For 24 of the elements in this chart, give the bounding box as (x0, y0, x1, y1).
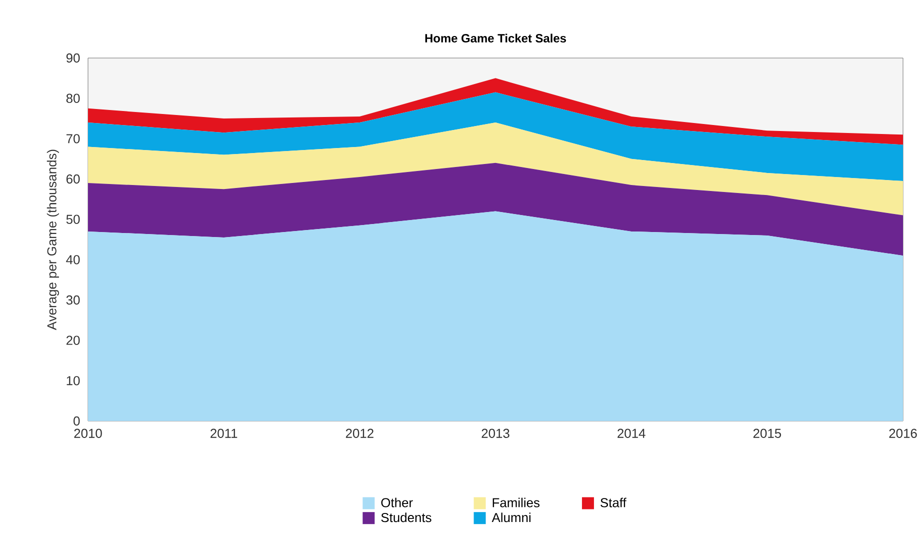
legend-label: Alumni (492, 512, 530, 522)
y-tick-label: 60 (66, 174, 80, 184)
x-tick-label: 2013 (482, 428, 510, 438)
chart-title: Home Game Ticket Sales (425, 34, 566, 42)
legend-label: Staff (600, 498, 626, 508)
x-tick-label: 2015 (753, 428, 782, 438)
y-tick-label: 40 (66, 255, 80, 264)
y-tick-label: 80 (66, 94, 80, 103)
x-tick-label: 2012 (346, 428, 374, 438)
y-tick-label: 10 (66, 376, 80, 386)
y-tick-label: 20 (66, 336, 80, 345)
y-tick-label: 30 (66, 295, 80, 305)
y-axis-title: Average per Game (thousands) (46, 150, 59, 330)
x-tick-label: 2010 (74, 428, 102, 438)
y-tick-label: 0 (74, 416, 80, 426)
y-tick-label: 50 (66, 214, 80, 224)
x-tick-label: 2016 (889, 428, 917, 438)
legend-label: Other (381, 498, 413, 508)
y-tick-label: 70 (66, 134, 80, 144)
legend-label: Families (492, 498, 540, 508)
x-tick-label: 2014 (618, 428, 646, 438)
legend-label: Students (381, 512, 432, 522)
x-tick-label: 2011 (210, 428, 238, 438)
y-tick-label: 90 (66, 53, 80, 63)
